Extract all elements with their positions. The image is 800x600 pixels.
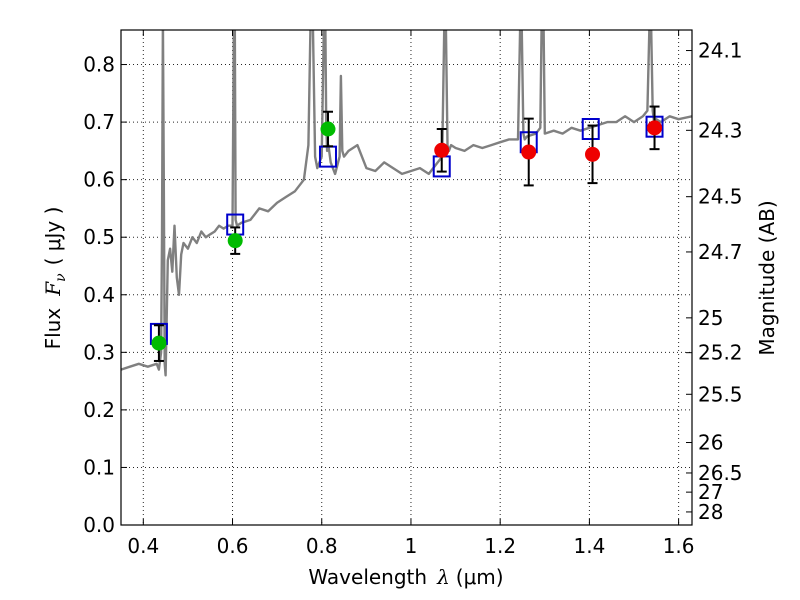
data-point (647, 120, 663, 136)
y-axis-label-subscript: ν (53, 273, 69, 282)
y-tick-label: 0.3 (83, 340, 115, 364)
x-tick-label: 1 (405, 534, 418, 558)
y-tick-label: 0.4 (83, 283, 115, 307)
x-axis-label-unit: (μm) (456, 565, 504, 589)
right-tick-label: 26.5 (698, 461, 743, 485)
y-tick-label: 0.1 (83, 455, 115, 479)
right-tick-label: 24.5 (698, 185, 743, 209)
grid-layer (121, 30, 692, 526)
right-tick-label: 25.2 (698, 341, 743, 365)
y-tick-label: 0.5 (83, 225, 115, 249)
right-tick-label: 27 (698, 480, 723, 504)
data-point (320, 121, 336, 137)
x-tick-label: 1.4 (573, 534, 605, 558)
y-tick-label: 0.7 (83, 110, 115, 134)
data-point (521, 144, 537, 160)
right-tick-label: 24.3 (698, 118, 743, 142)
right-tick-label: 25 (698, 306, 723, 330)
y-tick-label: 0.6 (83, 168, 115, 192)
tick-layer: 0.4 0.6 0.8 1 1.2 1.4 1.6 0.0 0.1 0.2 0.3 0.4 0.5 0.6… (83, 30, 743, 558)
data-point (151, 335, 167, 351)
marker-layer (149, 105, 664, 362)
x-axis-label: Wavelength λ (μm) (308, 565, 503, 589)
x-axis-label-text: Wavelength (308, 565, 427, 589)
y-axis-label-unit: ( μJy ) (41, 207, 65, 266)
spectrum-line (121, 30, 692, 377)
y-axis-label-symbol: F (41, 281, 65, 297)
y-tick-label: 0.2 (83, 398, 115, 422)
data-point (434, 142, 450, 158)
y-tick-label: 0.8 (83, 53, 115, 77)
x-tick-label: 1.2 (484, 534, 516, 558)
x-axis-label-symbol: λ (436, 565, 450, 589)
model-square-marker (581, 118, 600, 140)
right-tick-label: 24.1 (698, 39, 743, 63)
right-tick-label: 25.5 (698, 382, 743, 406)
right-tick-label: 24.7 (698, 240, 743, 264)
plot-frame (120, 29, 693, 526)
x-tick-label: 0.8 (306, 534, 338, 558)
x-tick-label: 0.4 (127, 534, 159, 558)
data-point (585, 146, 601, 162)
data-point (227, 233, 243, 249)
y-axis-label: Flux Fν ( μJy ) (41, 207, 69, 350)
spectrum-layer (121, 30, 692, 377)
right-tick-label: 28 (698, 500, 723, 524)
y-axis-label-text: Flux (41, 308, 65, 350)
right-tick-label: 26 (698, 431, 723, 455)
x-tick-label: 1.6 (663, 534, 695, 558)
right-axis-label: Magnitude (AB) (755, 200, 779, 355)
x-tick-label: 0.6 (217, 534, 249, 558)
y-tick-label: 0.0 (83, 513, 115, 537)
